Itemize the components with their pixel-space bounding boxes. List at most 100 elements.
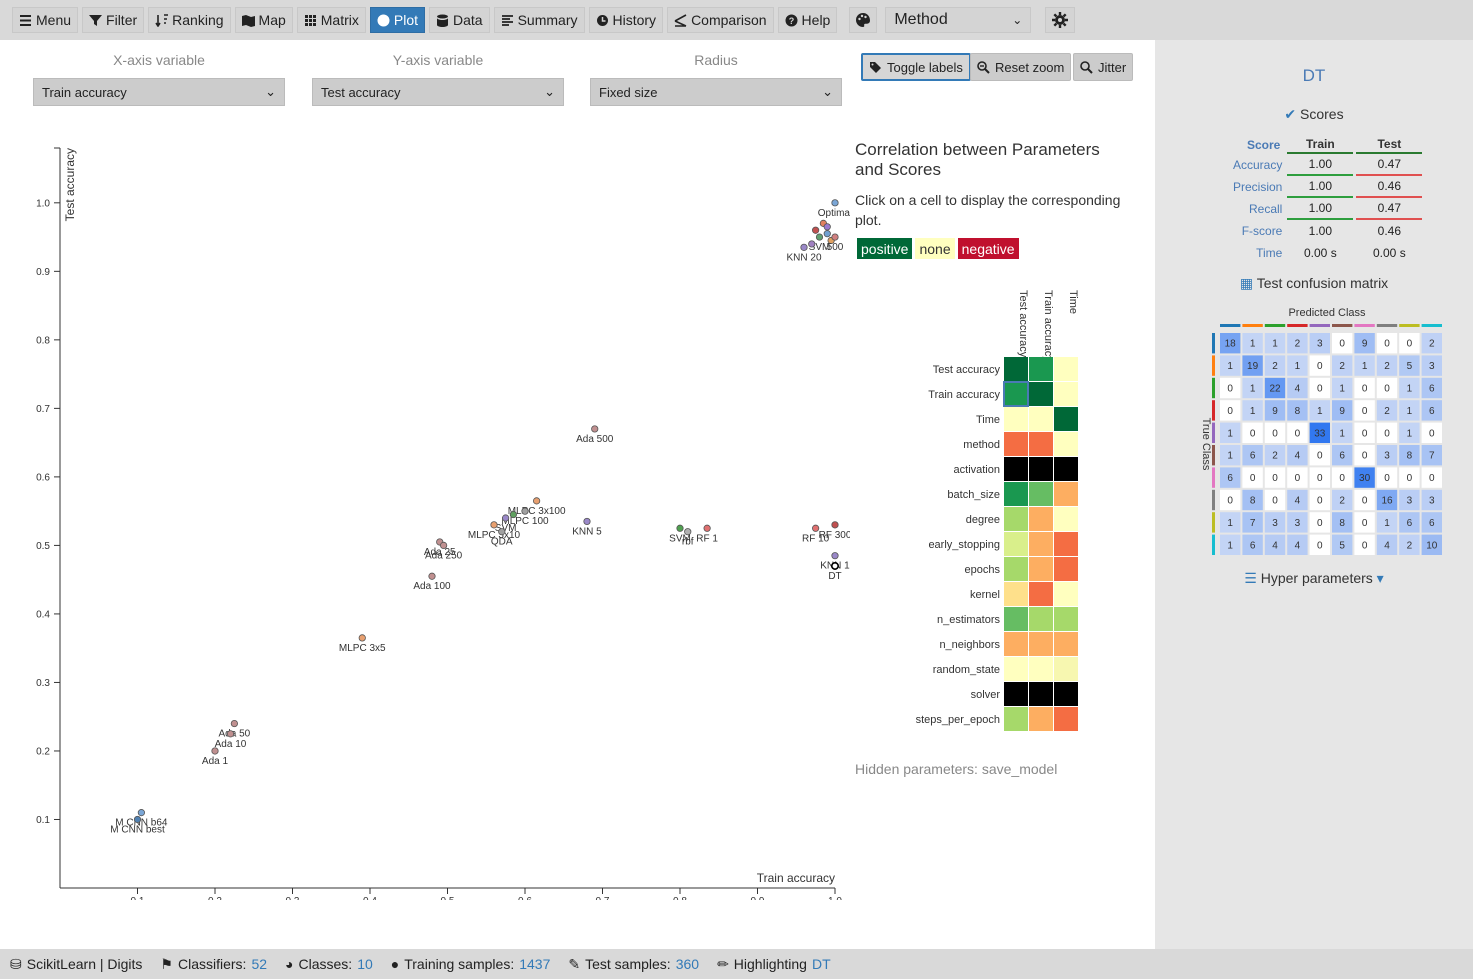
cm-cell[interactable]: [1354, 467, 1375, 488]
cm-cell[interactable]: [1242, 467, 1263, 488]
settings-button[interactable]: [1045, 7, 1076, 33]
scatter-point[interactable]: [831, 233, 839, 241]
cm-cell[interactable]: [1242, 489, 1263, 511]
cm-cell[interactable]: [1354, 377, 1375, 399]
heatmap-cell[interactable]: [1004, 682, 1028, 706]
cm-cell[interactable]: [1242, 377, 1263, 399]
scatter-point[interactable]: [428, 572, 436, 580]
cm-cell[interactable]: [1421, 400, 1442, 421]
scatter-point[interactable]: [831, 199, 839, 207]
heatmap-cell[interactable]: [1004, 707, 1028, 731]
toolbar-menu-button[interactable]: Menu: [12, 7, 79, 33]
palette-button[interactable]: [849, 7, 878, 33]
cm-cell[interactable]: [1399, 377, 1420, 399]
cm-cell[interactable]: [1354, 400, 1375, 421]
heatmap-cell[interactable]: [1004, 532, 1028, 556]
heatmap-cell[interactable]: [1004, 507, 1028, 531]
cm-cell[interactable]: [1287, 400, 1308, 421]
cm-cell[interactable]: [1332, 489, 1353, 511]
scatter-point[interactable]: [676, 524, 684, 532]
heatmap-cell[interactable]: [1054, 707, 1078, 731]
cm-cell[interactable]: [1220, 355, 1241, 376]
cm-cell[interactable]: [1220, 333, 1241, 354]
toolbar-plot-button[interactable]: Plot: [369, 7, 426, 33]
cm-cell[interactable]: [1309, 400, 1330, 421]
cm-cell[interactable]: [1354, 355, 1375, 376]
cm-cell[interactable]: [1242, 355, 1263, 376]
cm-cell[interactable]: [1264, 333, 1286, 354]
cm-cell[interactable]: [1220, 422, 1241, 443]
cm-cell[interactable]: [1242, 422, 1263, 443]
cm-cell[interactable]: [1354, 534, 1375, 555]
cm-cell[interactable]: [1220, 489, 1241, 511]
cm-cell[interactable]: [1376, 534, 1398, 555]
cm-cell[interactable]: [1309, 467, 1330, 488]
toolbar-summary-button[interactable]: Summary: [493, 7, 585, 33]
cm-cell[interactable]: [1287, 377, 1308, 399]
cm-cell[interactable]: [1332, 400, 1353, 421]
toolbar-ranking-button[interactable]: Ranking: [148, 7, 231, 33]
cm-cell[interactable]: [1264, 489, 1286, 511]
cm-cell[interactable]: [1421, 467, 1442, 488]
cm-cell[interactable]: [1242, 445, 1263, 466]
cm-cell[interactable]: [1287, 512, 1308, 533]
correlation-heatmap[interactable]: Test accuracy Train accuracy Time Test accu…: [850, 280, 1150, 740]
cm-cell[interactable]: [1264, 355, 1286, 376]
cm-cell[interactable]: [1421, 445, 1442, 466]
heatmap-cell[interactable]: [1029, 507, 1053, 531]
heatmap-cell[interactable]: [1004, 607, 1028, 631]
cm-cell[interactable]: [1399, 333, 1420, 354]
cm-cell[interactable]: [1332, 512, 1353, 533]
cm-cell[interactable]: [1421, 377, 1442, 399]
scatter-point[interactable]: [823, 230, 831, 238]
heatmap-cell[interactable]: [1054, 582, 1078, 606]
scatter-point[interactable]: [440, 541, 448, 550]
cm-cell[interactable]: [1399, 467, 1420, 488]
heatmap-cell[interactable]: [1029, 707, 1053, 731]
toolbar-data-button[interactable]: Data: [429, 7, 490, 33]
heatmap-cell[interactable]: [1054, 657, 1078, 681]
cm-cell[interactable]: [1242, 333, 1263, 354]
heatmap-cell[interactable]: [1054, 532, 1078, 556]
scatter-point[interactable]: [703, 524, 711, 532]
cm-cell[interactable]: [1287, 355, 1308, 376]
heatmap-cell[interactable]: [1054, 407, 1078, 431]
method-select[interactable]: Method ⌄: [885, 7, 1032, 33]
cm-cell[interactable]: [1287, 333, 1308, 354]
cm-cell[interactable]: [1376, 467, 1398, 488]
cm-cell[interactable]: [1220, 467, 1241, 488]
cm-cell[interactable]: [1399, 489, 1420, 511]
scatter-point[interactable]: [490, 521, 498, 529]
scatter-point[interactable]: [498, 528, 506, 536]
cm-cell[interactable]: [1421, 355, 1442, 376]
cm-cell[interactable]: [1287, 534, 1308, 555]
scatter-point[interactable]: [211, 747, 219, 755]
heatmap-cell[interactable]: [1029, 557, 1053, 581]
heatmap-cell[interactable]: [1029, 582, 1053, 606]
cm-cell[interactable]: [1399, 512, 1420, 533]
cm-cell[interactable]: [1332, 333, 1353, 354]
cm-cell[interactable]: [1332, 377, 1353, 399]
scatter-point[interactable]: [226, 730, 235, 738]
cm-cell[interactable]: [1354, 512, 1375, 533]
cm-cell[interactable]: [1220, 400, 1241, 421]
scatter-point[interactable]: [808, 240, 816, 248]
cm-cell[interactable]: [1264, 467, 1286, 488]
scatter-point[interactable]: [831, 521, 839, 529]
scatter-point[interactable]: [812, 524, 820, 532]
scatter-point[interactable]: [358, 634, 366, 642]
heatmap-cell[interactable]: [1029, 357, 1053, 381]
heatmap-cell[interactable]: [1029, 482, 1053, 506]
cm-cell[interactable]: [1287, 445, 1308, 466]
scatter-point[interactable]: [583, 517, 591, 526]
scatter-point[interactable]: [533, 497, 541, 505]
heatmap-cell[interactable]: [1054, 357, 1078, 381]
cm-cell[interactable]: [1399, 534, 1420, 555]
scores-header[interactable]: ✔ Scores: [1155, 106, 1473, 123]
heatmap-cell[interactable]: [1004, 357, 1028, 381]
cm-cell[interactable]: [1332, 355, 1353, 376]
score-name[interactable]: Recall: [1249, 202, 1283, 216]
heatmap-cell[interactable]: [1029, 457, 1053, 481]
scatter-point[interactable]: [502, 514, 510, 522]
cm-cell[interactable]: [1287, 467, 1308, 488]
